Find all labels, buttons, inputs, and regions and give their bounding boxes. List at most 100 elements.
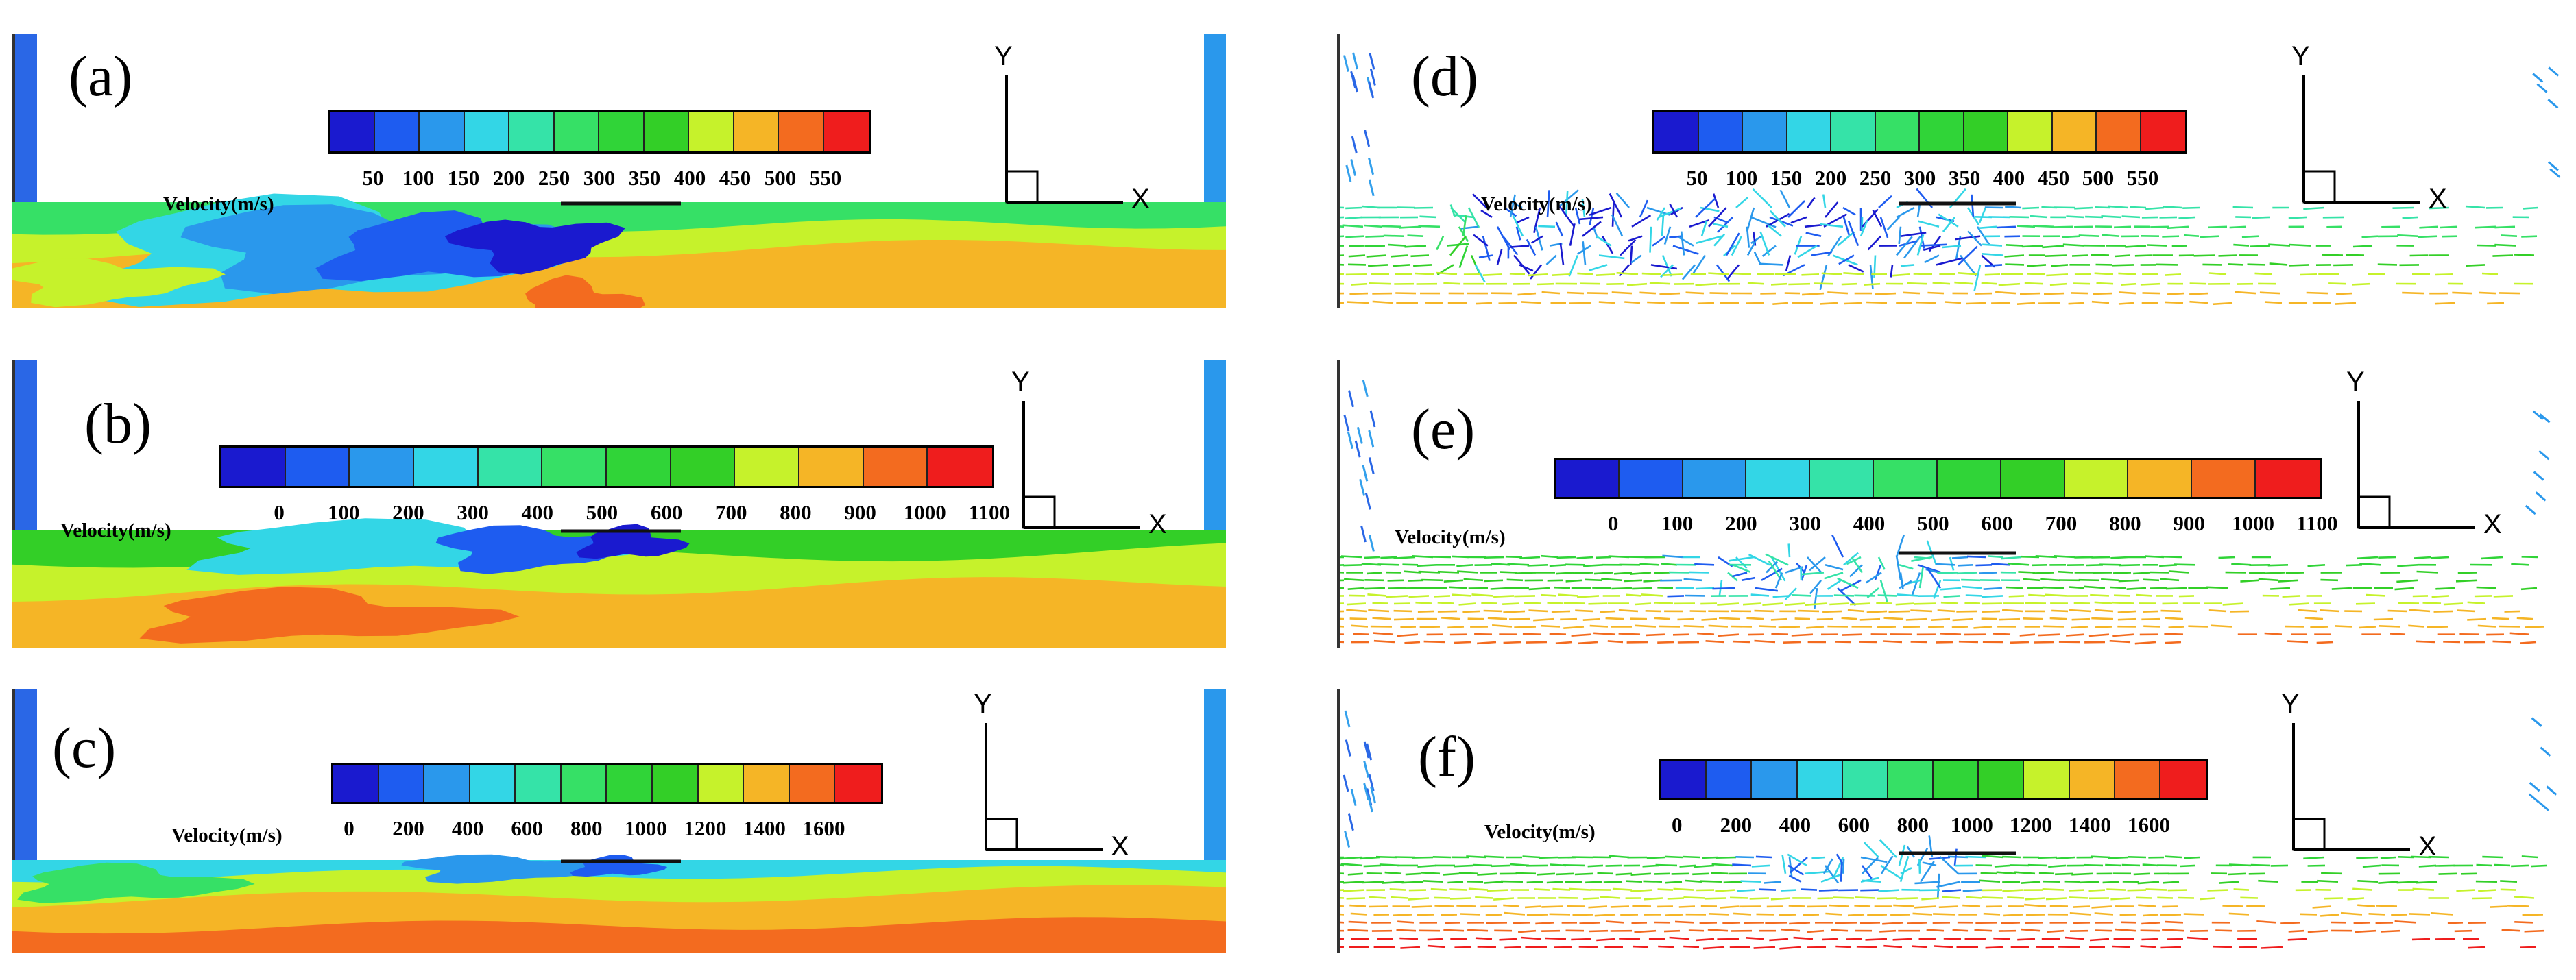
vector-arrow [1483,881,1504,884]
vector-arrow [1408,579,1424,582]
vector-arrow [2027,264,2047,267]
vector-arrow [1835,945,1852,948]
vector-arrow [1639,563,1659,566]
vector-arrow [2048,864,2067,868]
vector-arrow [1966,896,1982,899]
vector-arrow [1598,254,1625,260]
vector-arrow [1384,871,1402,875]
vector-arrow [1436,271,1458,275]
vector-arrow [1747,282,1764,285]
vector-arrow [1896,897,1918,900]
vector-arrow [1822,858,1833,874]
color-swatch [734,112,779,151]
axis-y-label: Y [2346,367,2365,397]
color-bar [1652,110,2187,154]
color-swatch [2141,112,2185,151]
vector-arrow [1517,292,1537,296]
vector-arrow [2288,216,2307,219]
vector-arrow [1702,946,1725,950]
vector-arrow [2118,302,2134,305]
vector-arrow [1938,213,1959,228]
vector-arrow [2051,264,2069,267]
vector-arrow [1337,625,1345,628]
vector-arrow [1434,905,1454,907]
vector-arrow [1456,905,1476,907]
vector-arrow [1898,226,1902,245]
vector-arrow [1515,216,1530,224]
vector-arrow [1837,577,1859,589]
vector-arrow [1337,610,1345,613]
vector-arrow [1816,617,1834,621]
vector-arrow [2416,881,2438,884]
vector-arrow [1879,217,1889,238]
panel-e-vector: (e) Velocity(m/s) 0 100 200 300 400 500 600 700… [1337,360,2564,648]
vector-arrow [2068,302,2085,305]
vector-arrow [2373,617,2394,621]
vector-arrow [1337,896,1345,899]
vector-arrow [1473,234,1489,247]
legend-tick-label: 800 [2109,511,2141,535]
velocity-legend: Velocity(m/s) 50 100 150 200 250 300 350 400 450… [1481,110,2187,215]
vector-arrow [2391,914,2408,916]
legend-tick-label: 400 [1779,813,1811,837]
vector-arrow [1369,896,1387,899]
vector-arrow [1953,848,1958,866]
left-wall [12,34,37,202]
vector-arrow [1680,231,1685,256]
vector-arrow [1379,863,1400,867]
vector-arrow [1349,617,1368,620]
vector-arrow [1513,922,1531,924]
vector-arrow [1847,221,1859,247]
color-swatch [689,112,734,151]
vector-arrow [2246,905,2266,907]
vector-arrow [2024,903,2047,907]
vector-arrow [1893,904,1915,907]
vector-arrow [1503,904,1520,907]
color-bar [328,110,871,154]
vector-arrow [2178,216,2196,219]
vector-arrow [1632,905,1652,907]
vector-arrow [1882,922,1904,925]
vector-arrow [1352,52,1359,70]
vector-arrow [2536,83,2548,93]
legend-tick-label: 300 [1903,166,1936,190]
vector-arrow [1528,273,1548,277]
vector-arrow [1899,580,1912,589]
vector-arrow [1577,595,1600,598]
vector-arrow [2200,235,2219,238]
vector-arrow [2129,206,2147,209]
vector-arrow [1467,617,1484,620]
vector-arrow [2042,245,2065,249]
vector-arrow [2101,215,2122,219]
vector-arrow [2478,889,2496,892]
color-swatch [221,448,286,486]
vector-arrow [1695,587,1715,590]
vector-arrow [1369,69,1376,86]
vector-arrow [2525,504,2536,515]
vector-arrow [2546,785,2557,796]
vector-arrow [1522,855,1541,859]
vector-arrow [1914,905,1937,909]
color-swatch [1874,460,1938,497]
vector-arrow [1699,922,1718,924]
vector-arrow [1834,641,1852,644]
vector-arrow [2324,897,2344,900]
vector-arrow [1419,626,1441,628]
vector-arrow [2516,617,2533,620]
vector-arrow [2054,555,2075,559]
vector-arrow [1916,301,1937,304]
vector-arrow [1841,617,1857,620]
vector-arrow [2521,235,2538,238]
vector-arrow [1918,567,1924,589]
color-bar [331,763,883,804]
vector-arrow [1443,282,1461,285]
legend-tick-label: 500 [1917,511,1949,535]
vector-arrow [1655,863,1678,867]
vector-arrow [2006,586,2023,589]
panel-label: (d) [1411,45,1478,108]
vector-arrow [2105,863,2122,867]
color-swatch [378,765,425,802]
vector-arrow [1368,158,1375,175]
vector-arrow [2038,856,2058,859]
vector-arrow [1500,571,1517,574]
